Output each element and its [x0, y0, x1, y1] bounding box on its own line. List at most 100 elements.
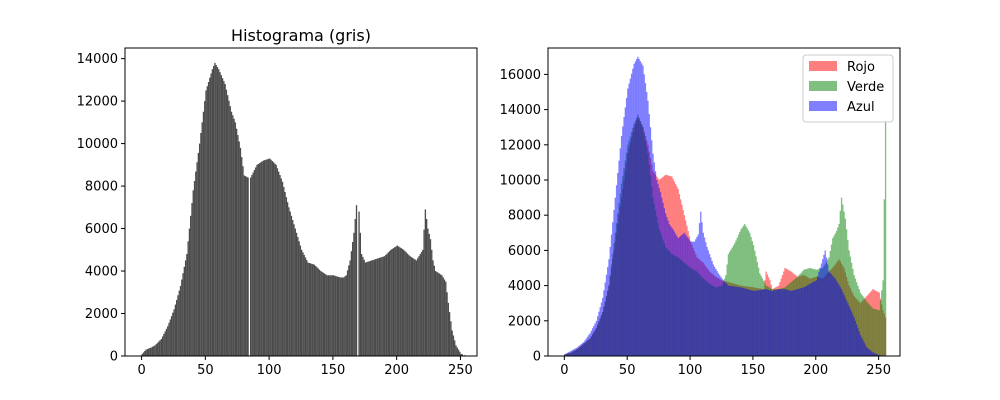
histogram-bar: [834, 278, 836, 356]
histogram-bar: [576, 347, 579, 356]
histogram-bar: [284, 192, 286, 356]
histogram-bar: [169, 319, 171, 356]
histogram-bar: [784, 289, 786, 356]
histogram-bar: [707, 250, 709, 356]
histogram-bar: [242, 166, 244, 356]
histogram-bar: [442, 277, 444, 356]
histogram-bar: [585, 338, 588, 356]
histogram-bar: [630, 73, 633, 356]
histogram-bar: [366, 262, 368, 356]
histogram-bar: [574, 348, 576, 356]
histogram-bar: [193, 180, 196, 356]
histogram-bar: [452, 335, 455, 356]
histogram-bar: [735, 286, 737, 356]
histogram-bar: [795, 289, 797, 356]
histogram-bar: [270, 159, 272, 356]
histogram-bar: [207, 81, 210, 357]
histogram-bar: [700, 211, 702, 356]
histogram-bar: [840, 289, 843, 356]
histogram-bar: [872, 352, 874, 356]
histogram-bar: [742, 288, 745, 356]
histogram-bar: [141, 353, 143, 356]
histogram-bar: [804, 286, 806, 356]
histogram-bar: [848, 306, 850, 356]
histogram-bar: [575, 347, 577, 356]
histogram-bar: [681, 234, 683, 356]
histogram-bar: [221, 78, 224, 356]
histogram-bar: [279, 175, 281, 356]
histogram-bar: [853, 317, 855, 356]
histogram-bar: [598, 311, 600, 356]
histogram-bar: [717, 273, 720, 356]
histogram-bar: [622, 126, 624, 356]
histogram-bar: [261, 161, 263, 356]
histogram-bar: [456, 347, 458, 356]
histogram-bar: [856, 282, 858, 356]
y-tick-label: 10000: [500, 174, 541, 189]
histogram-bar: [607, 266, 609, 356]
histogram-bar: [590, 330, 593, 356]
histogram-bar: [244, 176, 247, 356]
histogram-bar: [150, 347, 152, 356]
histogram-bar: [633, 63, 635, 357]
histogram-bar: [686, 236, 688, 356]
histogram-bar: [817, 276, 819, 356]
histogram-bar: [882, 280, 884, 356]
histogram-bar: [355, 205, 358, 356]
histogram-bar: [446, 292, 448, 356]
histogram-bar: [311, 263, 313, 356]
histogram-bar: [838, 284, 840, 356]
histogram-bar: [701, 222, 703, 356]
histogram-bar: [646, 92, 648, 356]
histogram-bar: [454, 340, 456, 356]
histogram-bar: [578, 346, 580, 356]
histogram-bar: [318, 269, 321, 356]
histogram-bar: [850, 311, 853, 356]
histogram-bar: [391, 248, 393, 356]
histogram-bar: [427, 228, 429, 356]
histogram-bar: [297, 237, 299, 356]
histogram-bar: [174, 304, 177, 356]
histogram-bar: [625, 97, 628, 356]
histogram-bar: [794, 289, 796, 356]
histogram-bar: [374, 259, 377, 356]
histogram-bar: [813, 281, 815, 356]
histogram-bar: [879, 300, 882, 356]
histogram-bar: [643, 74, 645, 357]
histogram-bar: [785, 289, 787, 356]
histogram-bar: [290, 215, 293, 356]
histogram-bar: [183, 266, 185, 356]
legend-swatch-verde: [809, 81, 837, 91]
histogram-bar: [597, 316, 599, 356]
histogram-bar: [877, 309, 879, 356]
histogram-bar: [307, 262, 309, 356]
histogram-bar: [863, 297, 865, 356]
histogram-bar: [731, 286, 733, 356]
histogram-bar: [583, 341, 585, 356]
histogram-bar: [202, 111, 205, 356]
histogram-bar: [584, 340, 586, 356]
histogram-bar: [775, 289, 777, 356]
histogram-bar: [656, 180, 658, 356]
histogram-bar: [397, 246, 400, 356]
histogram-bar: [789, 290, 791, 356]
histogram-bar: [829, 272, 831, 356]
histogram-bar: [238, 141, 240, 356]
y-tick-label: 8000: [508, 209, 541, 224]
histogram-bar: [403, 249, 405, 356]
histogram-bar: [346, 270, 349, 356]
histogram-bar: [457, 349, 460, 356]
histogram-bar: [294, 228, 296, 356]
histogram-bar: [225, 89, 228, 356]
histogram-bar: [196, 162, 198, 356]
histogram-bar: [215, 64, 217, 357]
histogram-bar: [857, 285, 859, 356]
histogram-bar: [615, 185, 618, 356]
histogram-bar: [425, 218, 428, 356]
histogram-bar: [609, 246, 611, 356]
histogram-bar: [312, 264, 314, 356]
histogram-bar: [405, 252, 407, 356]
histogram-bar: [441, 275, 443, 356]
chart-title: Histograma (gris): [231, 26, 371, 45]
histogram-bar: [620, 136, 623, 356]
